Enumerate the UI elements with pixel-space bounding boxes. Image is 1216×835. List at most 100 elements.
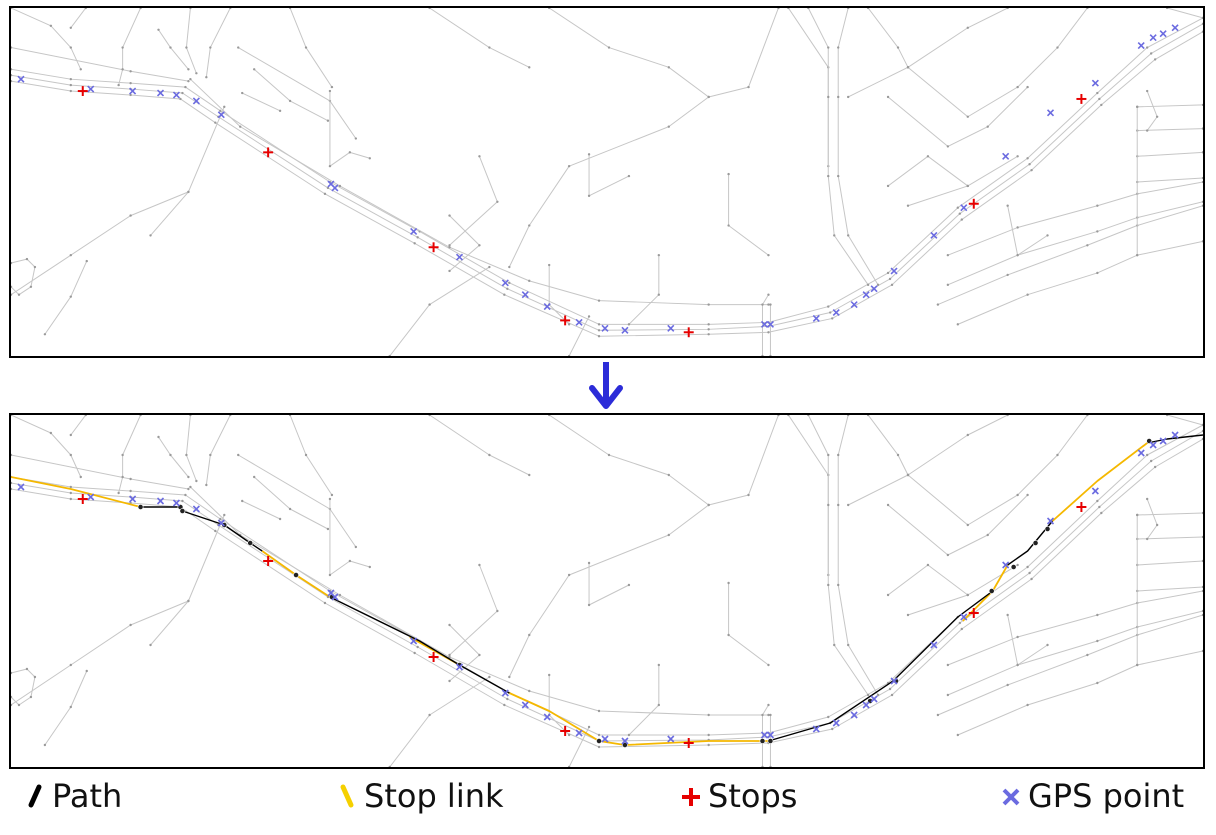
road-node xyxy=(761,765,764,767)
path-segment xyxy=(459,664,510,694)
road-node xyxy=(986,533,989,537)
road-node xyxy=(707,333,710,336)
road-segment xyxy=(389,266,490,356)
road-node xyxy=(960,627,964,631)
road-node xyxy=(209,453,212,457)
road-node xyxy=(890,693,894,697)
route-node xyxy=(179,508,186,514)
road-node xyxy=(1201,609,1203,613)
map-panel-top xyxy=(9,6,1205,358)
road-segment xyxy=(11,191,189,296)
road-node xyxy=(288,415,292,417)
path-segment xyxy=(1007,520,1054,566)
stop-marker xyxy=(77,494,88,504)
gps-point xyxy=(192,505,200,513)
road-segment xyxy=(158,436,189,478)
road-segment xyxy=(237,454,357,548)
road-node xyxy=(833,234,836,237)
road-node xyxy=(966,115,969,118)
gps-point xyxy=(1002,561,1010,569)
stop-link-segment xyxy=(508,692,769,746)
gps-point xyxy=(331,593,339,601)
road-node xyxy=(304,453,308,457)
road-node xyxy=(11,487,13,491)
road-node xyxy=(597,733,601,737)
road-node xyxy=(448,679,451,683)
road-node xyxy=(1028,571,1031,575)
road-node xyxy=(1016,663,1019,667)
road-node xyxy=(69,433,72,437)
road-segment xyxy=(185,8,197,74)
road-node xyxy=(330,85,334,89)
stop-marker xyxy=(1076,502,1087,512)
stop-marker xyxy=(428,242,439,253)
road-segment xyxy=(11,31,1203,337)
road-node xyxy=(547,673,551,677)
road-node xyxy=(1026,293,1029,296)
road-node xyxy=(69,491,72,495)
road-node xyxy=(219,517,222,521)
road-node xyxy=(1201,535,1203,539)
road-node xyxy=(1096,230,1099,233)
road-node xyxy=(448,214,451,217)
stop-link-segment xyxy=(1051,442,1148,522)
road-node xyxy=(195,72,198,75)
road-node xyxy=(1046,643,1049,647)
road-segment xyxy=(253,68,329,122)
gps-point xyxy=(1137,42,1145,50)
road-segment xyxy=(728,174,769,256)
gps-points xyxy=(17,24,1179,334)
road-segment xyxy=(11,17,1203,325)
road-node xyxy=(338,184,342,188)
road-node xyxy=(707,323,710,326)
route-node xyxy=(988,588,995,594)
road-segment xyxy=(205,8,231,78)
legend-stops: Stops xyxy=(680,772,797,820)
road-node xyxy=(1098,97,1101,101)
road-node xyxy=(827,583,830,587)
road-node xyxy=(1026,157,1029,160)
road-node xyxy=(69,89,72,93)
road-node xyxy=(886,184,890,188)
road-node xyxy=(587,194,591,198)
road-node xyxy=(17,703,21,707)
road-node xyxy=(1006,683,1009,687)
road-node xyxy=(388,354,391,356)
road-node xyxy=(1201,127,1203,130)
road-segment xyxy=(253,476,329,530)
road-network xyxy=(11,415,1203,767)
road-node xyxy=(1056,453,1059,457)
road-node xyxy=(627,323,631,326)
road-node xyxy=(1086,415,1089,417)
road-node xyxy=(187,68,190,71)
road-node xyxy=(129,81,132,85)
road-segment xyxy=(389,676,490,767)
road-node xyxy=(960,218,964,221)
road-node xyxy=(767,293,770,296)
road-segment xyxy=(289,8,333,88)
gps-point xyxy=(17,75,25,83)
road-node xyxy=(936,303,940,306)
gps-point xyxy=(192,97,200,105)
road-node xyxy=(1086,8,1089,10)
road-node xyxy=(936,713,940,717)
road-node xyxy=(117,491,120,495)
road-segment xyxy=(957,650,1203,736)
road-node xyxy=(627,583,631,587)
road-segment xyxy=(837,415,879,696)
road-node xyxy=(478,244,481,247)
road-segment xyxy=(1137,104,1203,108)
road-node xyxy=(348,559,352,563)
gps-point xyxy=(1137,449,1145,457)
gps-point xyxy=(890,677,898,685)
road-node xyxy=(1096,681,1099,685)
road-node xyxy=(241,91,244,95)
road-segment xyxy=(957,240,1203,325)
road-node xyxy=(169,453,172,457)
road-node xyxy=(1016,85,1019,89)
path-segment xyxy=(223,524,263,552)
road-node xyxy=(769,354,772,356)
road-node xyxy=(846,95,850,99)
road-node xyxy=(761,354,764,356)
road-node xyxy=(49,431,53,435)
